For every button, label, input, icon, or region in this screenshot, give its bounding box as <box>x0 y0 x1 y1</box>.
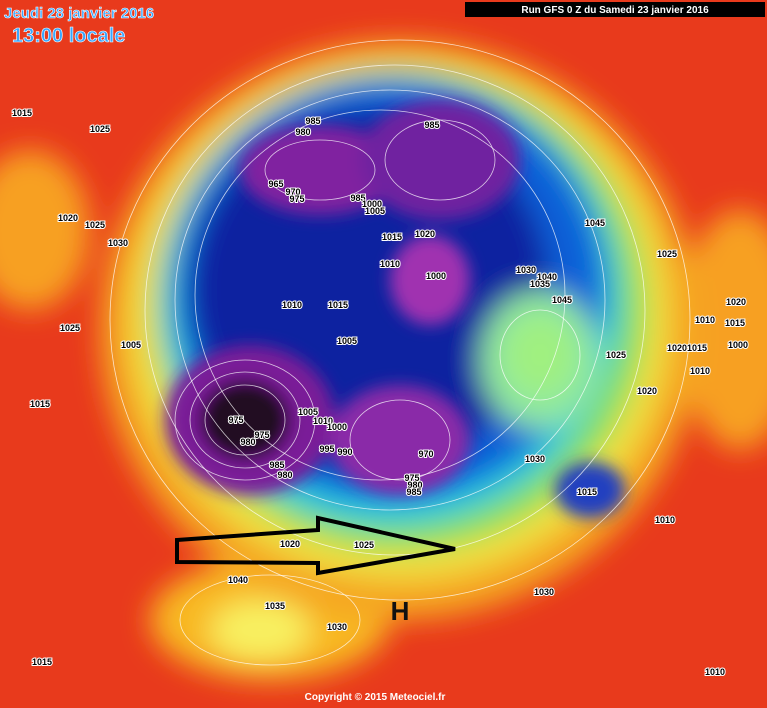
run-text: Run GFS 0 Z du Samedi 23 janvier 2016 <box>521 5 709 16</box>
isobar-label: 1025 <box>606 350 626 360</box>
isobar-label: 1025 <box>60 323 80 333</box>
isobar-label: 1025 <box>657 249 677 259</box>
isobar-label: 1000 <box>327 422 347 432</box>
isobar-label: 975 <box>404 473 419 483</box>
isobar-label: 1015 <box>328 300 348 310</box>
isobar-label: 1020 <box>637 386 657 396</box>
isobar-label: 1030 <box>525 454 545 464</box>
isobar-label: 985 <box>406 487 421 497</box>
isobar-label: 1040 <box>228 575 248 585</box>
isobar-label: 1000 <box>728 340 748 350</box>
isobar-label: 1010 <box>313 416 333 426</box>
isobar-label: 1015 <box>577 487 597 497</box>
isobar-label: 980 <box>240 437 255 447</box>
isobar-label: 1020 <box>726 297 746 307</box>
low-pressure-cores <box>165 100 625 518</box>
isobar-label: 1015 <box>12 108 32 118</box>
isobar-label: 995 <box>319 444 334 454</box>
isobar-label: 1035 <box>265 601 285 611</box>
isobar-label: 1045 <box>585 218 605 228</box>
isobar-label: 1020 <box>58 213 78 223</box>
isobar-label: 1010 <box>695 315 715 325</box>
isobar-label: 1030 <box>516 265 536 275</box>
isobar-label: 1030 <box>108 238 128 248</box>
isobar-label: 1005 <box>121 340 141 350</box>
isobar-label: 970 <box>285 187 300 197</box>
isobar-label: 985 <box>350 193 365 203</box>
isobar-label: 1015 <box>687 343 707 353</box>
isobar-label: 1035 <box>530 279 550 289</box>
isobar-label: 985 <box>424 120 439 130</box>
isobar-label: 1010 <box>705 667 725 677</box>
isobar-label: 1030 <box>534 587 554 597</box>
run-banner <box>465 2 765 17</box>
isobar-label: 975 <box>289 194 304 204</box>
isobar-label: 1005 <box>365 206 385 216</box>
isobar-label: 1005 <box>298 407 318 417</box>
copyright: Copyright © 2015 Meteociel.fr <box>305 692 446 703</box>
high-marker: H <box>391 596 410 626</box>
isobar-label: 1025 <box>85 220 105 230</box>
isobar-label: 980 <box>295 127 310 137</box>
isobar-label: 1010 <box>690 366 710 376</box>
isobar-label: 1015 <box>30 399 50 409</box>
isobars <box>109 39 691 666</box>
isobar-label: 1045 <box>552 295 572 305</box>
isobar-label: 975 <box>254 430 269 440</box>
isobar-label: 1010 <box>380 259 400 269</box>
isobar-label: 1015 <box>382 232 402 242</box>
isobar-label: 980 <box>277 470 292 480</box>
isobar-label: 1025 <box>90 124 110 134</box>
isobar-label: 1020 <box>415 229 435 239</box>
isobar-label: 985 <box>269 460 284 470</box>
isobar-label: 1010 <box>655 515 675 525</box>
isobar-label: 970 <box>418 449 433 459</box>
arrow <box>175 515 456 576</box>
isobar-label: 975 <box>228 415 243 425</box>
isobar-label: 965 <box>268 179 283 189</box>
isobar-label: 1030 <box>327 622 347 632</box>
isobar-label: 1020 <box>280 539 300 549</box>
date-text: Jeudi 28 janvier 2016 <box>4 5 154 22</box>
time-text: 13:00 locale <box>12 25 125 47</box>
isobar-label: 990 <box>337 447 352 457</box>
isobar-label: 1025 <box>354 540 374 550</box>
isobar-label: 1020 <box>667 343 687 353</box>
isobar-label: 1000 <box>362 199 382 209</box>
isobar-label: 1005 <box>337 336 357 346</box>
isobar-label: 1040 <box>537 272 557 282</box>
isobar-label: 980 <box>407 480 422 490</box>
isobar-label: 1015 <box>725 318 745 328</box>
isobar-label: 1015 <box>32 657 52 667</box>
isobar-label: 1010 <box>282 300 302 310</box>
isobar-label: 985 <box>305 116 320 126</box>
isobar-label: 1000 <box>426 271 446 281</box>
